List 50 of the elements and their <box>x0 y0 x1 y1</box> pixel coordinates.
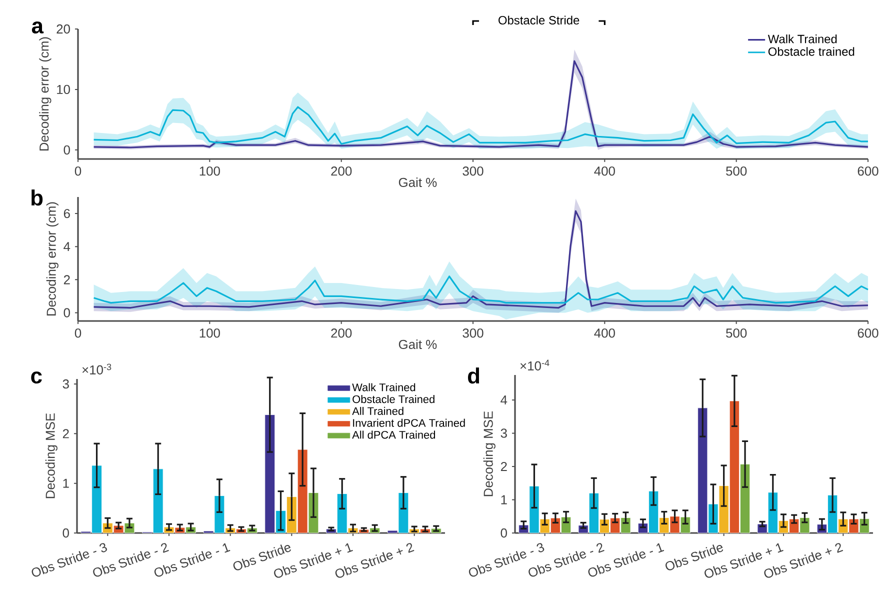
x-axis-title: Gait % <box>398 340 437 350</box>
x-tick-label: 100 <box>200 166 220 176</box>
x-tick-label: 400 <box>594 328 615 338</box>
x-tick-label: 200 <box>331 328 352 338</box>
x-tick-label: 0 <box>74 166 82 176</box>
y-tick-label: 2 <box>500 462 507 471</box>
y-tick-label: 4 <box>500 395 508 404</box>
y-tick-label: 0 <box>62 528 69 538</box>
y-tick-label: 10 <box>57 84 70 94</box>
legend-label: Invarient dPCA Trained <box>353 418 465 427</box>
x-tick-label: 400 <box>594 166 615 176</box>
legend-label: Walk Trained <box>768 34 837 44</box>
text: ×10$^{-3}$ <box>82 364 112 374</box>
y-tick-label: 4 <box>64 242 70 252</box>
y-tick-label: 1 <box>63 478 69 488</box>
chart-title: d <box>468 368 480 384</box>
y-tick-label: 0 <box>64 308 70 318</box>
y-tick-label: 3 <box>500 428 507 438</box>
x-axis-title: Gait % <box>398 178 437 188</box>
y-tick-label: 6 <box>64 208 70 218</box>
x-tick-label: 600 <box>858 166 878 176</box>
x-tick-label: 600 <box>858 328 878 338</box>
x-tick-label: 300 <box>462 328 484 338</box>
y-axis-title: Decoding error (cm) <box>39 37 52 151</box>
x-tick-label: 500 <box>726 166 747 176</box>
y-axis-title: Decoding MSE <box>483 411 496 496</box>
chart-title: c <box>31 372 42 384</box>
legend-label: All dPCA Trained <box>352 430 436 439</box>
text: Obstacle Stride <box>498 16 580 24</box>
legend-label: Obstacle Trained <box>352 395 434 404</box>
y-tick-label: 1 <box>501 495 507 504</box>
y-tick-label: 0 <box>500 528 507 538</box>
chart-title: b <box>32 190 43 206</box>
legend-label: Obstacle trained <box>768 47 854 56</box>
y-tick-label: 2 <box>62 429 69 438</box>
y-tick-label: 20 <box>56 24 70 34</box>
x-tick-label: 300 <box>462 166 484 176</box>
y-tick-label: 3 <box>62 379 69 389</box>
x-tick-label: 200 <box>331 166 352 176</box>
x-tick-label: 0 <box>74 328 82 338</box>
y-axis-title: Decoding MSE <box>45 413 58 498</box>
y-axis-title: Decoding error (cm) <box>46 202 58 316</box>
y-tick-label: 0 <box>64 145 70 155</box>
chart-title: a <box>32 22 44 34</box>
x-tick-label: 500 <box>726 328 747 338</box>
y-tick-label: 2 <box>64 275 70 284</box>
legend-label: All Trained <box>352 406 404 415</box>
x-tick-label: 100 <box>200 328 220 338</box>
legend-label: Walk Trained <box>352 383 416 392</box>
text: ×10$^{-4}$ <box>520 360 550 370</box>
